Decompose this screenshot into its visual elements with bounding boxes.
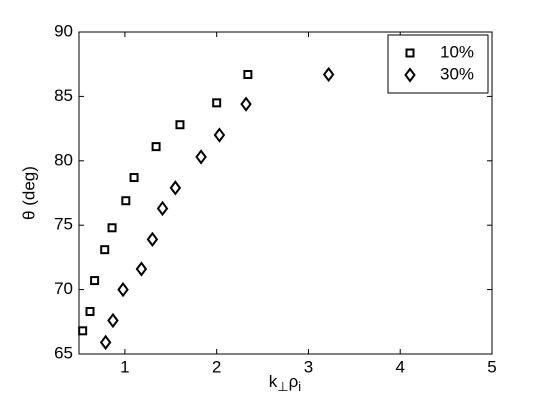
y-tick-label: 75 (54, 215, 73, 234)
point (213, 127, 226, 143)
x-label-sub: ⊥ (277, 379, 288, 394)
point (99, 334, 112, 351)
point (121, 196, 131, 206)
x-tick-label: 1 (120, 357, 129, 376)
plot-frame (78, 31, 493, 355)
legend-box (387, 34, 489, 94)
point (85, 306, 95, 316)
point (151, 142, 161, 152)
x-axis-label: k⊥ρi (269, 372, 302, 394)
legend-label: 10% (440, 42, 474, 61)
y-tick-label: 65 (54, 343, 73, 362)
point (212, 98, 222, 108)
point (243, 70, 253, 80)
point (169, 180, 182, 196)
y-tick-label: 70 (54, 279, 73, 298)
y-axis-label: θ (deg) (19, 166, 38, 220)
point (100, 245, 110, 255)
legend-label: 30% (440, 64, 474, 83)
x-tick-label: 5 (487, 357, 496, 376)
point (322, 66, 335, 83)
point (107, 223, 117, 233)
point (90, 276, 100, 286)
point (175, 120, 185, 130)
y-tick-label: 80 (54, 150, 73, 169)
x-tick-label: 2 (212, 357, 221, 376)
point (78, 326, 88, 336)
y-tick-label: 90 (54, 21, 73, 40)
point (107, 312, 119, 329)
legend-marker (405, 48, 415, 58)
point (117, 281, 129, 298)
point (146, 231, 159, 248)
x-tick-label: 3 (304, 357, 313, 376)
point (240, 96, 252, 112)
point (195, 149, 207, 165)
x-tick-label: 4 (395, 357, 404, 376)
x-label-sub: i (298, 379, 301, 394)
point (156, 200, 169, 217)
y-tick-label: 85 (54, 86, 73, 105)
x-label-part: ρ (289, 372, 299, 391)
x-label-part: k (269, 372, 278, 391)
point (129, 173, 139, 183)
legend-marker (404, 67, 416, 83)
point (135, 261, 148, 277)
